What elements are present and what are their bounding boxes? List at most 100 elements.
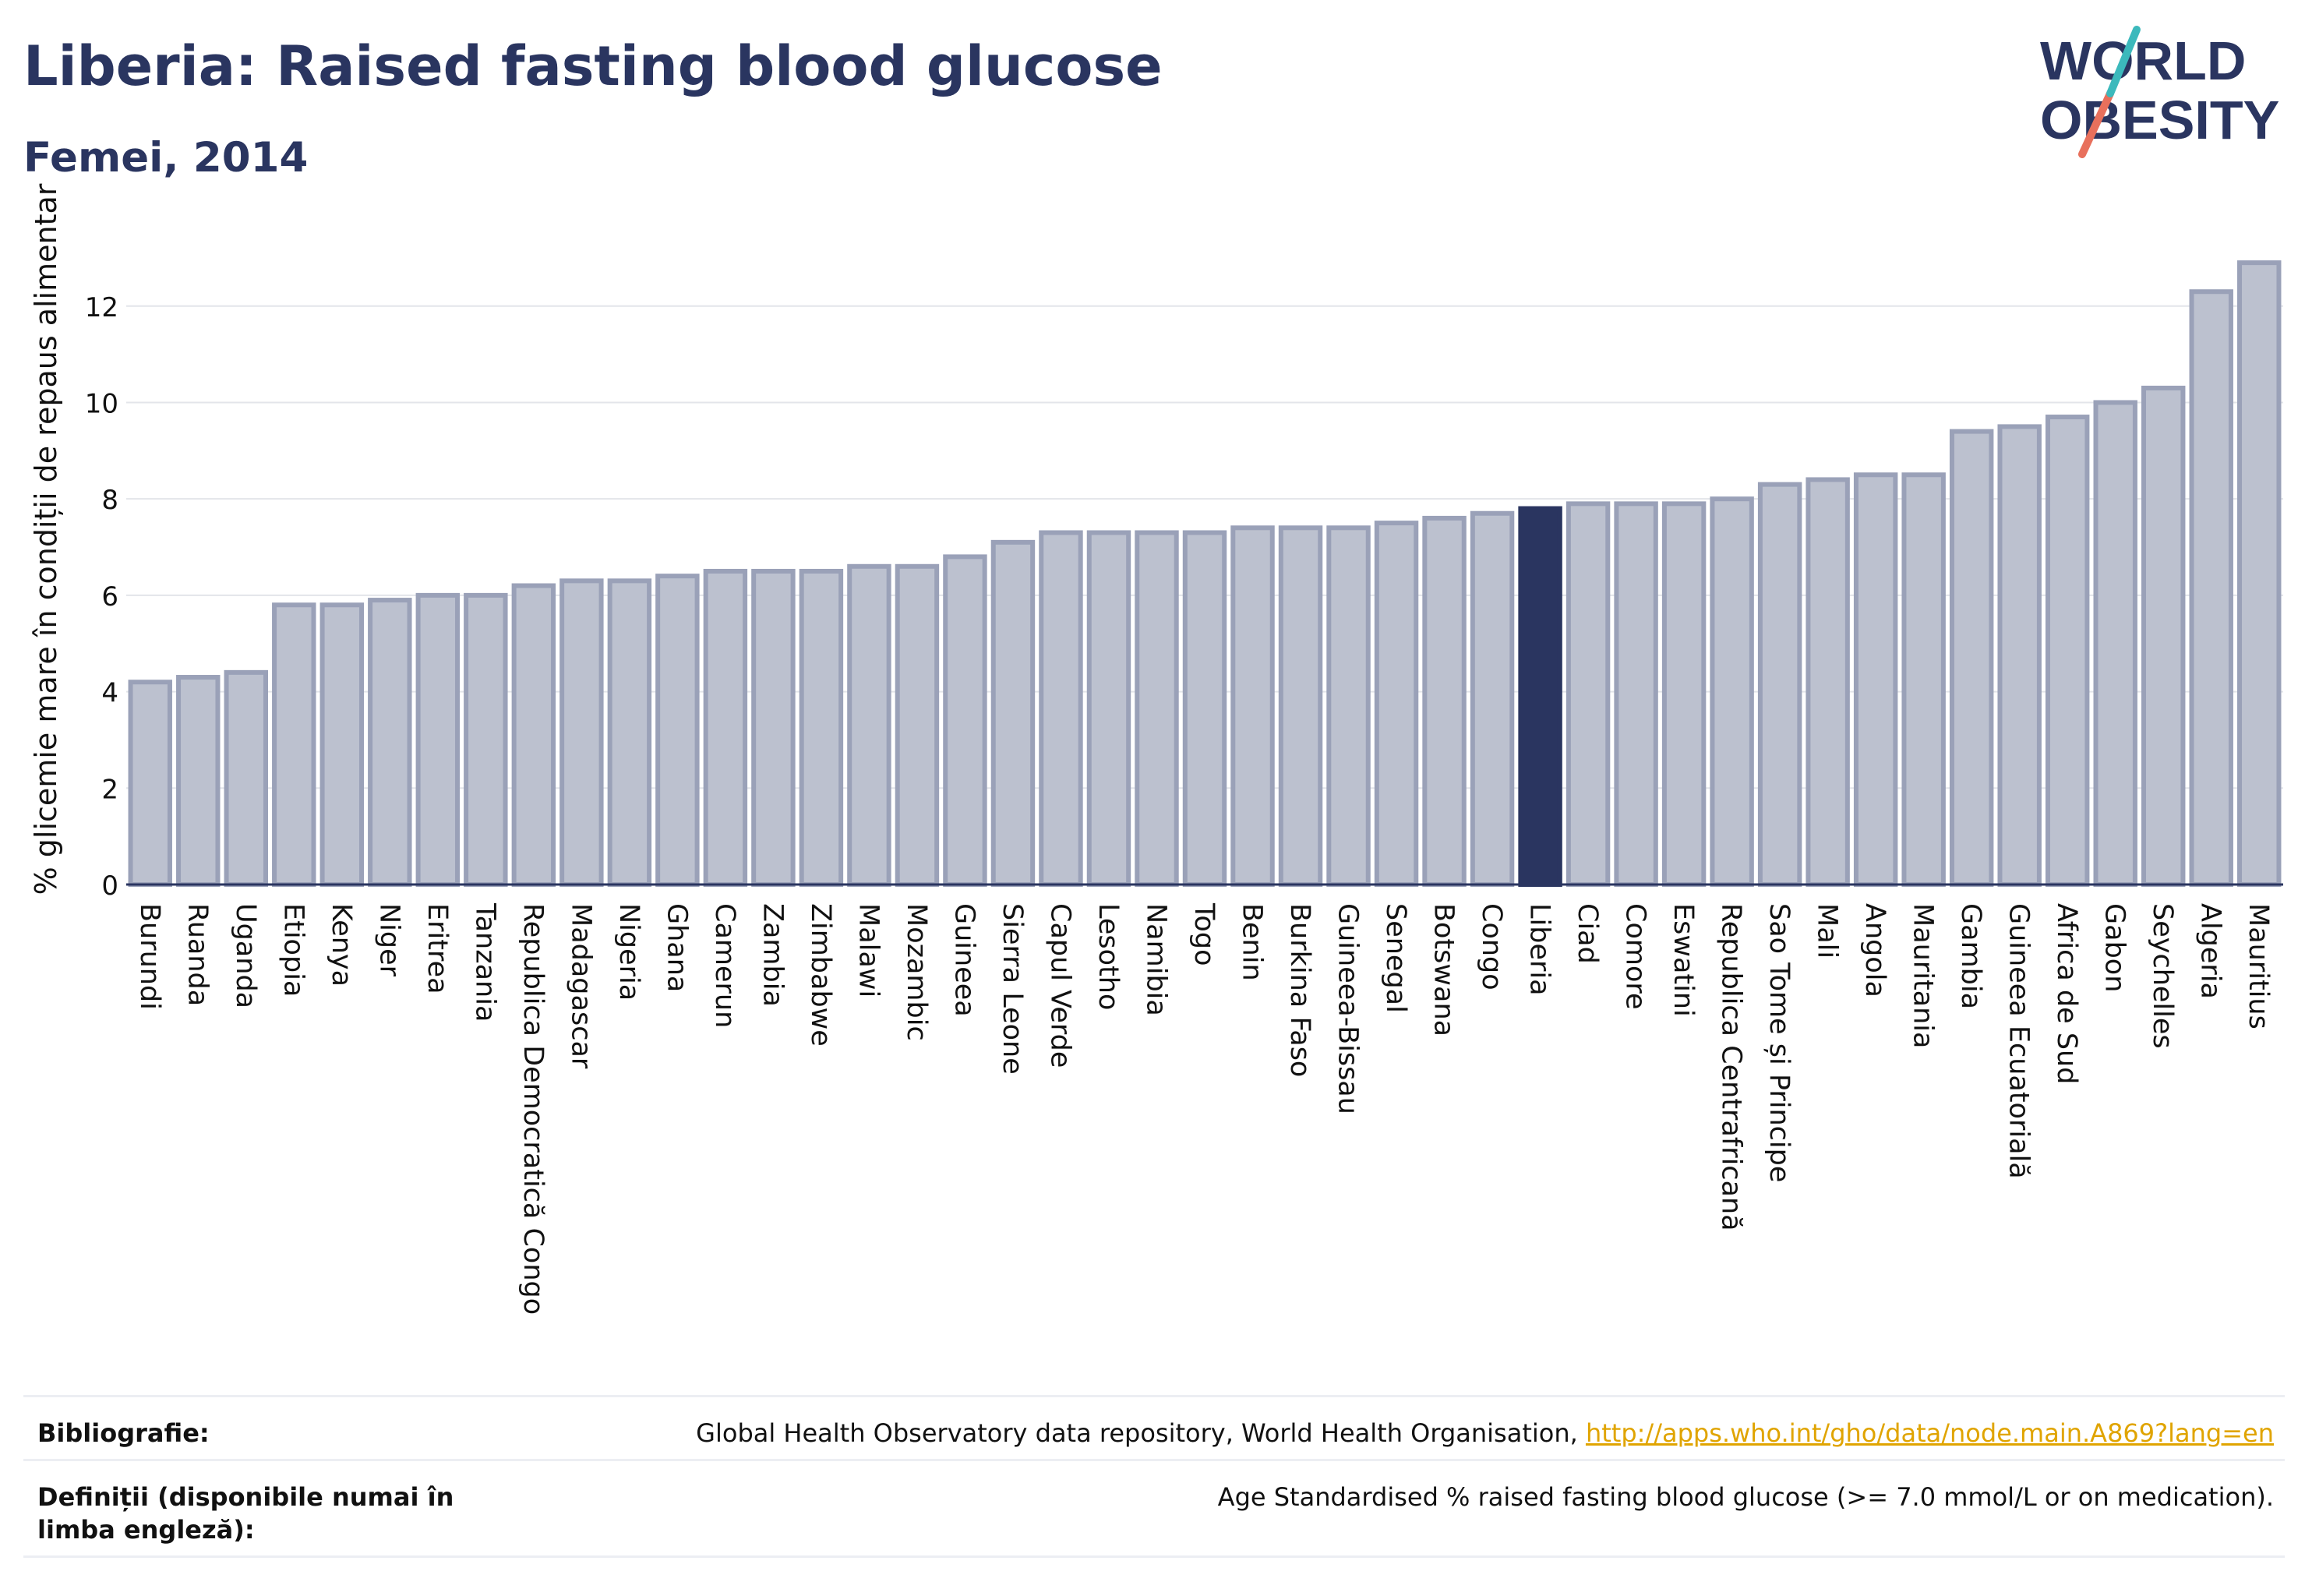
x-tick-label: Kenya bbox=[326, 903, 357, 987]
footer-divider-bottom bbox=[23, 1555, 2285, 1558]
bar-seychelles bbox=[2141, 385, 2186, 888]
page-title: Liberia: Raised fasting blood glucose bbox=[23, 34, 1163, 98]
x-tick-label: Eswatini bbox=[1668, 903, 1699, 1017]
y-tick-label: 12 bbox=[85, 292, 118, 323]
y-tick-label: 4 bbox=[101, 678, 118, 709]
footer-divider-middle bbox=[23, 1459, 2285, 1461]
x-tick-label: Africa de Sud bbox=[2051, 903, 2082, 1084]
bar-burundi bbox=[128, 680, 172, 887]
x-tick-label: Sao Tome și Principe bbox=[1763, 903, 1795, 1182]
bar-ghana bbox=[655, 574, 700, 887]
bar-gambia bbox=[1949, 429, 1994, 887]
bar-benin bbox=[1230, 525, 1275, 888]
bar-guineea-bissau bbox=[1326, 525, 1371, 888]
bar-republica-centrafricană bbox=[1710, 496, 1754, 887]
svg-text:OBESITY: OBESITY bbox=[2040, 90, 2279, 150]
bar-angola bbox=[1853, 472, 1898, 887]
x-tick-label: Republica Centrafricană bbox=[1716, 903, 1747, 1231]
bar-etiopia bbox=[272, 602, 316, 888]
bar-malawi bbox=[847, 563, 891, 887]
world-obesity-logo: WORLD OBESITY bbox=[2040, 26, 2279, 158]
bibliography-text: Global Health Observatory data repositor… bbox=[696, 1418, 1586, 1448]
y-tick-label: 10 bbox=[85, 388, 118, 419]
bar-mali bbox=[1806, 477, 1850, 887]
bar-chart: 0 2 4 6 8 10 12 Burundi Ruanda Uganda Etiopia Keny… bbox=[29, 183, 2283, 1315]
bar-algeria bbox=[2189, 289, 2233, 887]
bar-sao-tome-și-principe bbox=[1757, 482, 1802, 887]
bibliography-label: Bibliografie: bbox=[37, 1418, 210, 1448]
x-tick-label: Republica Democratică Congo bbox=[517, 903, 549, 1315]
x-tick-label: Benin bbox=[1237, 903, 1268, 981]
x-tick-label: Ciad bbox=[1572, 903, 1603, 964]
x-tick-label: Guineea Ecuatorială bbox=[2003, 903, 2035, 1179]
x-tick-label: Comore bbox=[1620, 903, 1651, 1010]
bar-camerun bbox=[703, 568, 748, 887]
bar-mauritania bbox=[1901, 472, 1946, 887]
x-tick-label: Senegal bbox=[1380, 903, 1411, 1013]
bar-comore bbox=[1614, 501, 1658, 887]
page-subtitle: Femei, 2014 bbox=[23, 134, 309, 182]
x-tick-label: Botswana bbox=[1428, 903, 1460, 1036]
bar-mozambic bbox=[895, 563, 940, 887]
x-tick-label: Mali bbox=[1812, 903, 1843, 959]
bar-gabon bbox=[2093, 400, 2137, 887]
x-tick-label: Malawi bbox=[852, 903, 884, 998]
bar-ruanda bbox=[176, 675, 221, 887]
y-tick-label: 0 bbox=[101, 870, 118, 902]
bar-guineea bbox=[943, 554, 987, 887]
x-tick-label: Namibia bbox=[1140, 903, 1171, 1016]
bar-zimbabwe bbox=[799, 568, 844, 887]
y-axis-label: % glicemie mare în condiții de repaus al… bbox=[29, 183, 63, 895]
bibliography-link[interactable]: http://apps.who.int/gho/data/node.main.A… bbox=[1585, 1418, 2274, 1448]
x-tick-label: Seychelles bbox=[2147, 903, 2178, 1049]
x-tick-label: Gambia bbox=[1955, 903, 1986, 1009]
y-tick-label: 8 bbox=[101, 485, 118, 516]
x-tick-label: Congo bbox=[1476, 903, 1507, 990]
x-tick-label: Sierra Leone bbox=[997, 903, 1028, 1075]
x-tick-label: Mauritania bbox=[1908, 903, 1939, 1048]
bar-uganda bbox=[224, 669, 268, 888]
x-tick-label: Camerun bbox=[709, 903, 740, 1028]
bar-namibia bbox=[1135, 530, 1179, 888]
x-tick-label: Eritrea bbox=[422, 903, 453, 994]
bar-congo bbox=[1470, 510, 1515, 887]
bar-tanzania bbox=[464, 592, 508, 888]
x-tick-label: Lesotho bbox=[1092, 903, 1124, 1010]
bar-republica-democratică-congo bbox=[511, 583, 556, 887]
bar-guineea-ecuatorială bbox=[1997, 424, 2042, 887]
x-tick-label: Mauritius bbox=[2243, 903, 2274, 1029]
bar-sierra-leone bbox=[990, 539, 1036, 888]
x-tick-label: Angola bbox=[1859, 903, 1890, 998]
bar-zambia bbox=[751, 568, 796, 887]
bar-ciad bbox=[1565, 501, 1611, 887]
x-tick-label: Gabon bbox=[2099, 903, 2130, 992]
x-tick-label: Tanzania bbox=[469, 902, 500, 1022]
x-tick-label: Togo bbox=[1188, 902, 1220, 966]
bar-kenya bbox=[319, 602, 365, 888]
x-tick-label: Ghana bbox=[661, 903, 692, 992]
bar-botswana bbox=[1422, 515, 1467, 887]
x-tick-label: Zimbabwe bbox=[805, 903, 836, 1047]
y-tick-label: 2 bbox=[101, 774, 118, 805]
footer-divider-top bbox=[23, 1395, 2285, 1397]
x-tick-label: Guineea-Bissau bbox=[1333, 903, 1364, 1114]
bar-africa-de-sud bbox=[2045, 415, 2090, 887]
svg-text:WORLD: WORLD bbox=[2040, 30, 2246, 91]
x-tick-label: Niger bbox=[373, 903, 404, 977]
bar-togo bbox=[1182, 530, 1227, 888]
x-tick-label: Capul Verde bbox=[1044, 903, 1075, 1068]
x-tick-label: Mozambic bbox=[901, 903, 932, 1041]
x-tick-label: Ruanda bbox=[182, 903, 213, 1006]
bibliography-value: Global Health Observatory data repositor… bbox=[696, 1417, 2274, 1449]
bar-lesotho bbox=[1086, 530, 1131, 888]
x-tick-label: Madagascar bbox=[565, 903, 596, 1069]
bar-nigeria bbox=[607, 578, 652, 887]
bar-liberia bbox=[1518, 506, 1562, 887]
bar-eswatini bbox=[1661, 501, 1707, 887]
bar-eritrea bbox=[415, 592, 461, 888]
x-tick-label: Algeria bbox=[2195, 903, 2226, 999]
x-tick-label: Uganda bbox=[230, 903, 261, 1008]
x-tick-label: Guineea bbox=[948, 903, 980, 1017]
definitions-label: Definiții (disponibile numai în limba en… bbox=[37, 1482, 454, 1545]
x-tick-label: Liberia bbox=[1524, 903, 1555, 996]
